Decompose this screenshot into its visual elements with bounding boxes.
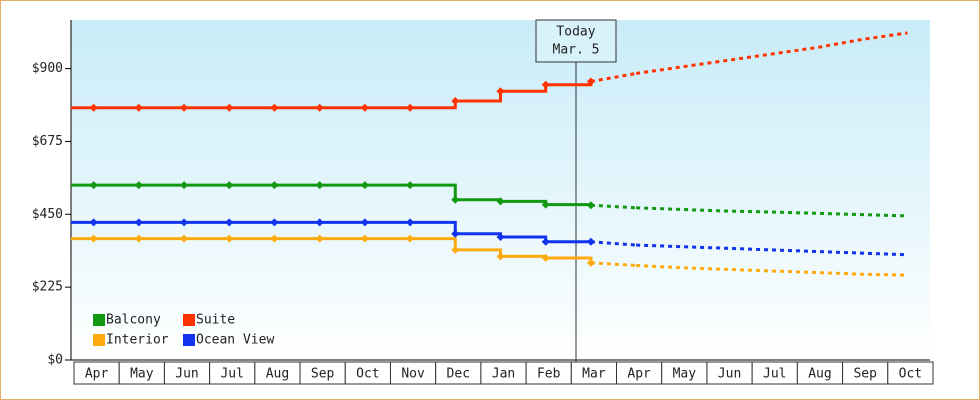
x-tick-label: May (673, 367, 697, 382)
point (270, 218, 279, 227)
point (451, 195, 460, 204)
forecast-line (635, 31, 908, 75)
point (496, 252, 505, 261)
legend-label: Interior (106, 333, 169, 348)
point (360, 181, 369, 190)
x-tick-label: Jul (763, 367, 786, 382)
point (180, 234, 189, 243)
point (451, 96, 460, 105)
today-title: Today (556, 25, 595, 40)
point (134, 181, 143, 190)
point (225, 181, 234, 190)
point (89, 218, 98, 227)
point (406, 234, 415, 243)
point (180, 181, 189, 190)
x-tick-label: Sep (311, 367, 335, 382)
forecast-line (636, 206, 908, 218)
x-tick-label: Mar (582, 367, 606, 382)
today-box (535, 19, 617, 63)
x-tick-label: Oct (899, 367, 922, 382)
point (496, 197, 505, 206)
y-tick-label: $225 (32, 280, 63, 295)
point (541, 200, 550, 209)
legend-label: Balcony (106, 313, 161, 328)
point (134, 234, 143, 243)
point (541, 254, 550, 262)
legend-label: Ocean View (196, 333, 274, 348)
point (406, 218, 415, 227)
point (360, 218, 369, 227)
forecast-line (636, 243, 908, 257)
point (89, 103, 98, 112)
x-tick-label: May (130, 367, 154, 382)
point (406, 181, 415, 190)
point (134, 103, 143, 112)
point (315, 218, 324, 227)
y-tick-label: $675 (32, 134, 63, 149)
x-tick-label: Aug (808, 367, 831, 382)
today-date: Mar. 5 (553, 43, 600, 58)
point (89, 234, 98, 243)
point (180, 218, 189, 227)
legend-swatch (183, 314, 195, 326)
point (89, 181, 98, 190)
y-tick-label: $900 (32, 61, 63, 76)
legend-swatch (93, 314, 105, 326)
point (451, 229, 460, 238)
plot-area (71, 20, 930, 360)
point (315, 181, 324, 190)
y-tick-label: $0 (47, 353, 63, 368)
point (225, 218, 234, 227)
forecast-line (636, 263, 908, 277)
point (270, 181, 279, 190)
point (270, 234, 279, 243)
point (225, 234, 234, 243)
x-tick-label: Apr (85, 367, 109, 382)
x-tick-label: Sep (853, 367, 877, 382)
point (225, 103, 234, 112)
point (406, 103, 415, 112)
legend-swatch (183, 334, 195, 346)
x-tick-label: Oct (356, 367, 379, 382)
point (451, 245, 460, 254)
point (496, 87, 505, 96)
point (270, 103, 279, 112)
x-tick-label: Apr (627, 367, 651, 382)
point (541, 237, 550, 246)
point (360, 103, 369, 112)
point (496, 232, 505, 241)
history-line (71, 220, 591, 244)
point (315, 234, 324, 243)
point (360, 234, 369, 243)
x-tick-label: Feb (537, 367, 561, 382)
point (180, 103, 189, 112)
month-box (887, 361, 934, 385)
x-tick-label: Jun (175, 367, 198, 382)
x-tick-label: Jul (220, 367, 243, 382)
x-tick-label: Jun (718, 367, 741, 382)
point (134, 218, 143, 227)
legend-label: Suite (196, 313, 235, 328)
legend-swatch (93, 334, 105, 346)
point (541, 80, 550, 89)
x-tick-label: Nov (401, 367, 425, 382)
x-tick-label: Jan (492, 367, 515, 382)
x-tick-label: Dec (447, 367, 470, 382)
x-tick-label: Aug (266, 367, 289, 382)
y-tick-label: $450 (32, 207, 63, 222)
point (315, 103, 324, 112)
